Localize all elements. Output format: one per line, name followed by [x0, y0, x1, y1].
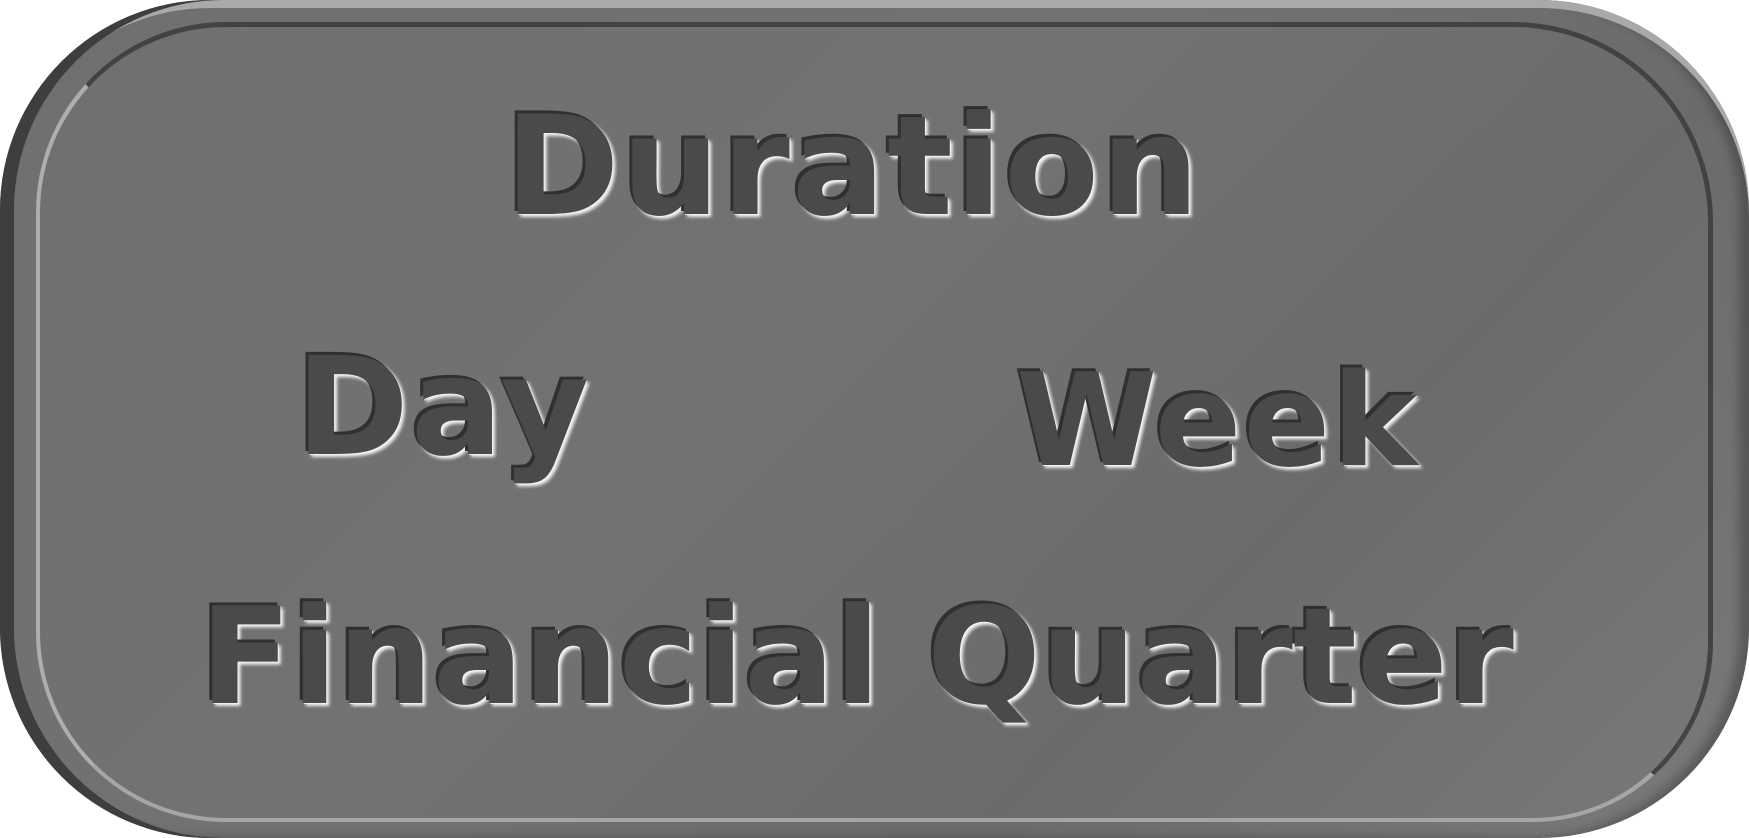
panel-bevel-rim [36, 22, 1713, 822]
duration-option-financial-quarter[interactable]: Financial Quarter [200, 579, 1514, 735]
duration-title: Duration [505, 86, 1202, 247]
duration-option-day[interactable]: Day [296, 329, 592, 487]
duration-option-week[interactable]: Week [1016, 347, 1420, 496]
